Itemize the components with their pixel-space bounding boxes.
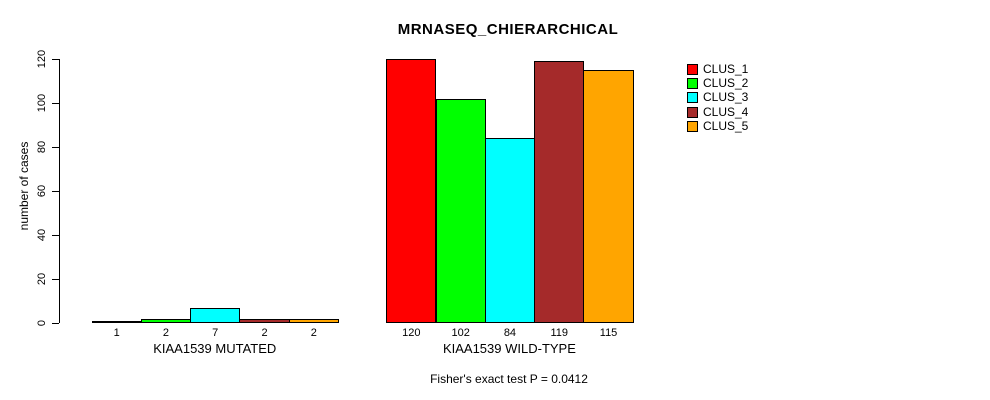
- y-axis-line: [59, 59, 60, 323]
- chart-title: MRNASEQ_CHIERARCHICAL: [397, 21, 619, 38]
- y-axis-tick-label: 40: [36, 228, 48, 242]
- bar-value-label: 120: [402, 327, 421, 339]
- y-axis-tick: [52, 234, 59, 236]
- y-axis-label: number of cases: [17, 141, 31, 231]
- bar-clus_4-group2: [534, 61, 585, 323]
- legend-item-clus_3: CLUS_3: [687, 91, 748, 105]
- legend-label-clus_5: CLUS_5: [703, 118, 749, 133]
- bar-clus_1-group2: [386, 59, 437, 323]
- y-axis-tick: [52, 190, 59, 192]
- y-axis-tick-label: 60: [36, 184, 48, 198]
- bar-value-label: 2: [310, 327, 317, 339]
- y-axis-tick: [52, 278, 59, 280]
- y-axis-tick-label: 120: [36, 49, 48, 69]
- bar-clus_2-group1: [140, 318, 192, 323]
- y-axis-tick: [52, 102, 59, 104]
- bar-value-label: 1: [113, 327, 120, 339]
- bar-value-label: 84: [503, 327, 517, 339]
- bar-clus_5-group1: [288, 318, 339, 323]
- y-axis-tick: [52, 322, 59, 324]
- legend-label-clus_1: CLUS_1: [703, 61, 749, 76]
- bar-clus_3-group2: [484, 138, 536, 323]
- y-axis-tick-label: 100: [36, 93, 48, 113]
- bar-clus_1-group1: [91, 320, 142, 323]
- legend-item-clus_2: CLUS_2: [687, 76, 748, 90]
- category-label-group1: KIAA1539 MUTATED: [153, 341, 277, 356]
- legend-label-clus_4: CLUS_4: [703, 104, 749, 119]
- legend-swatch-clus_3: [687, 92, 698, 104]
- legend-swatch-clus_4: [687, 106, 698, 118]
- bar-value-label: 2: [162, 327, 169, 339]
- bar-clus_5-group2: [583, 70, 634, 323]
- bar-clus_3-group1: [190, 307, 241, 323]
- category-label-group2: KIAA1539 WILD-TYPE: [442, 341, 576, 356]
- legend-label-clus_2: CLUS_2: [703, 75, 749, 90]
- bar-clus_4-group1: [239, 318, 290, 323]
- y-axis-tick: [52, 58, 59, 60]
- fisher-test-caption: Fisher's exact test P = 0.0412: [430, 372, 588, 386]
- legend-item-clus_5: CLUS_5: [687, 119, 748, 133]
- bar-value-label: 7: [212, 327, 219, 339]
- y-axis-tick-label: 80: [36, 140, 48, 154]
- legend-swatch-clus_2: [687, 77, 698, 89]
- bar-value-label: 115: [599, 327, 618, 339]
- legend-swatch-clus_5: [687, 120, 698, 132]
- bar-value-label: 2: [261, 327, 268, 339]
- y-axis-tick: [52, 146, 59, 148]
- legend-label-clus_3: CLUS_3: [703, 90, 749, 105]
- bar-value-label: 102: [451, 327, 470, 339]
- legend-item-clus_1: CLUS_1: [687, 62, 748, 76]
- bar-clus_2-group2: [435, 98, 486, 323]
- y-axis-tick-label: 0: [36, 319, 48, 327]
- bar-value-label: 119: [550, 327, 569, 339]
- legend-item-clus_4: CLUS_4: [687, 105, 748, 119]
- legend-swatch-clus_1: [687, 63, 698, 75]
- legend: CLUS_1 CLUS_2 CLUS_3 CLUS_4 CLUS_5: [687, 62, 748, 133]
- y-axis-tick-label: 20: [36, 272, 48, 286]
